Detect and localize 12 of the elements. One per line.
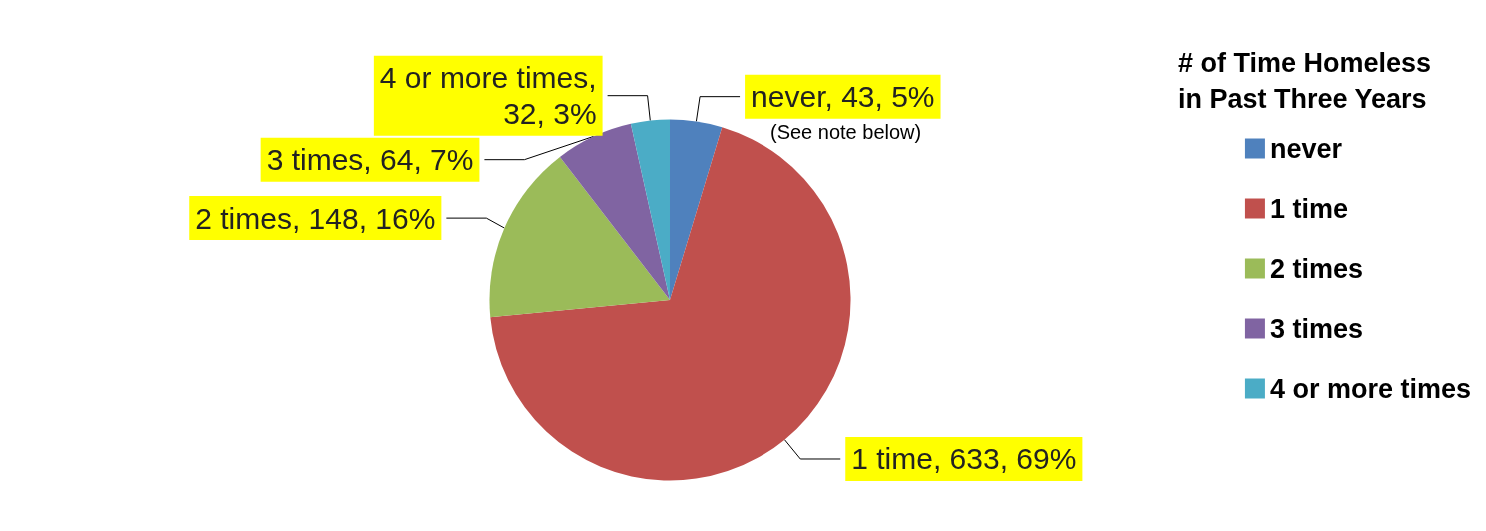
text: (See note below) [770, 121, 922, 143]
legend-label: 2 times [1269, 253, 1363, 284]
legend-label: never [1269, 133, 1343, 164]
legend-label: 3 times [1269, 313, 1363, 344]
data-label: 3 times, 64, 7% [266, 143, 474, 177]
data-label: 4 or more times, 32, 3% [379, 61, 597, 131]
data-label: never, 43, 5% [751, 80, 935, 114]
legend-label: 1 time [1269, 193, 1348, 224]
data-label: 1 time, 633, 69% [851, 442, 1077, 476]
legend-title: # of Time Homeless in Past Three Years [1177, 48, 1432, 114]
data-label: 2 times, 148, 16% [195, 201, 436, 235]
legend-label: 4 or more times [1269, 373, 1471, 404]
